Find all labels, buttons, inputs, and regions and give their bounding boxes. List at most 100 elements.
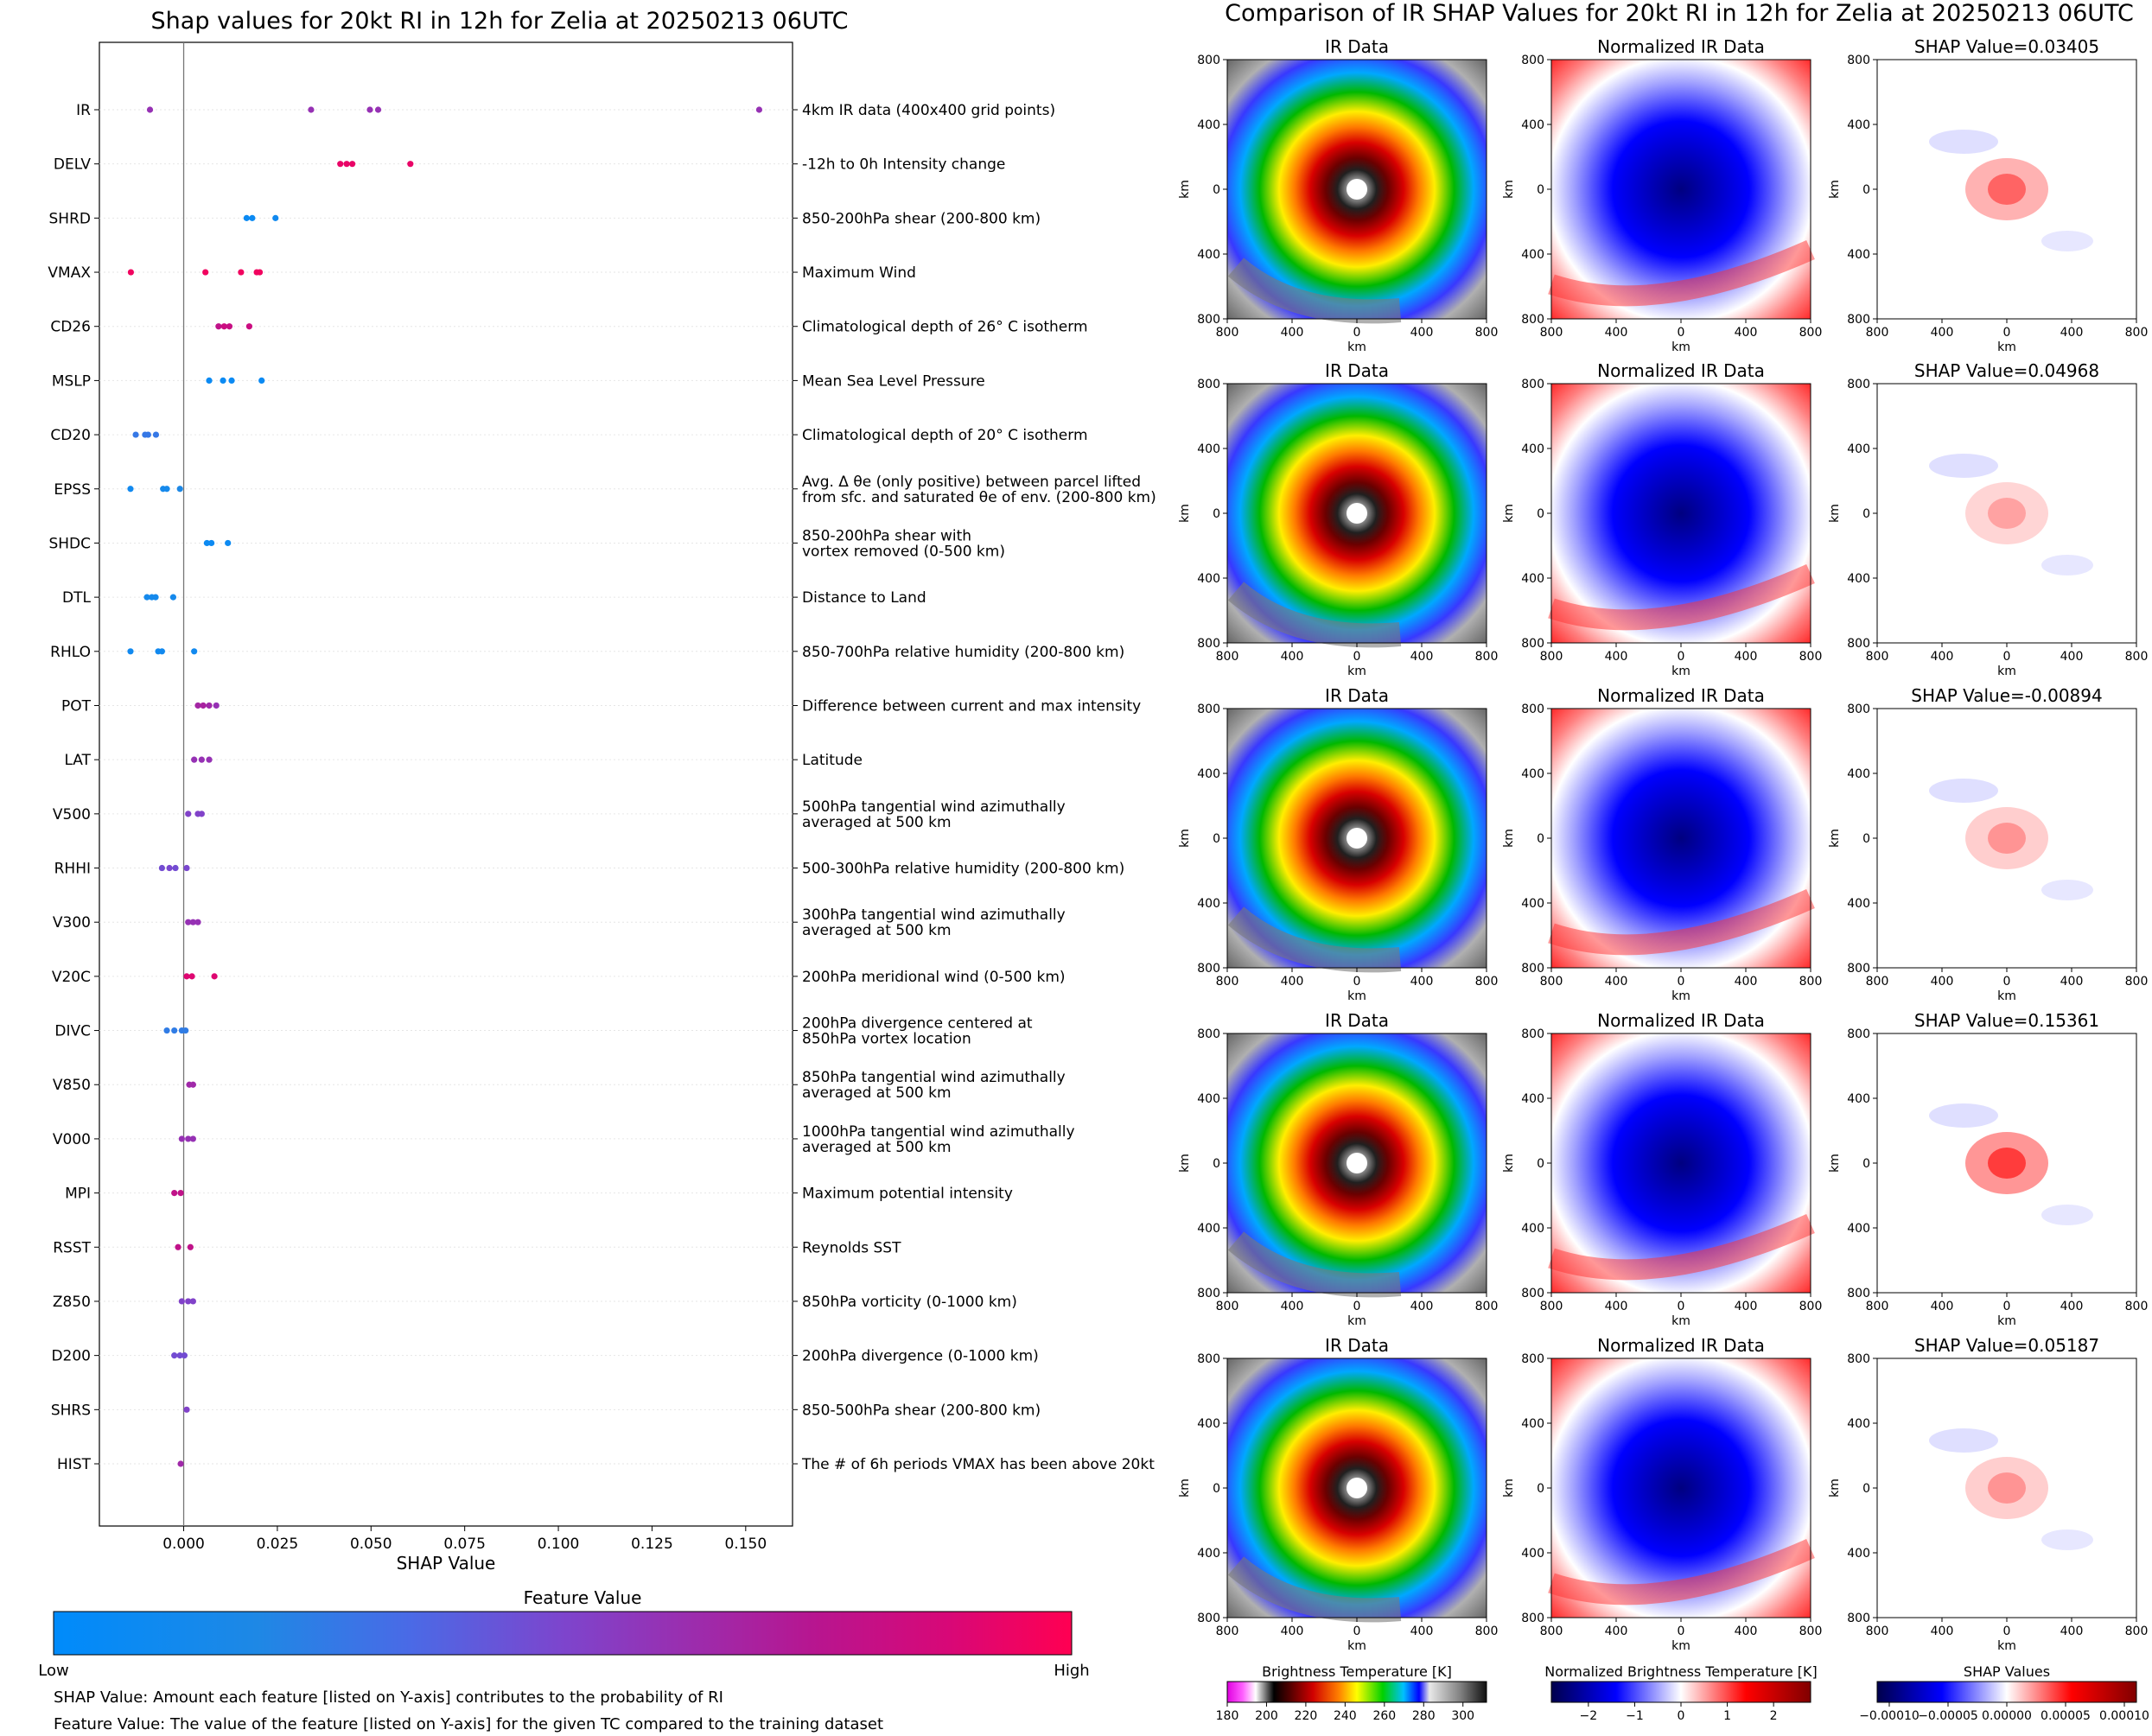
feature-description: 850-700hPa relative humidity (200-800 km…: [802, 644, 1124, 661]
x-axis-label: SHAP Value: [397, 1553, 496, 1574]
x-tick-label: 400: [1931, 975, 1954, 989]
x-tick-label: 400: [1281, 326, 1304, 340]
shap-point: [182, 1027, 189, 1034]
y-tick-label: 800: [1521, 703, 1544, 716]
shap-point: [163, 1027, 170, 1034]
feature-label: SHRD: [49, 210, 91, 227]
y-axis-label: km: [1828, 504, 1842, 523]
shap-point: [206, 756, 213, 763]
colorbar-label: SHAP Values: [1964, 1663, 2050, 1680]
x-tick-label: 800: [1475, 326, 1499, 340]
colorbar-tick-label: 240: [1334, 1709, 1357, 1723]
x-tick-label: 800: [2125, 326, 2149, 340]
x-tick-label: 0: [2003, 975, 2011, 989]
shap-point: [177, 1190, 184, 1197]
x-tick-label: 0.050: [350, 1536, 392, 1553]
x-tick-label: 800: [1475, 975, 1499, 989]
shap-point: [213, 702, 220, 709]
shap-point: [189, 1298, 196, 1305]
x-axis-label: km: [1671, 665, 1690, 678]
feature-label: V000: [53, 1131, 91, 1148]
shap-point: [144, 431, 151, 438]
y-tick-label: 800: [1847, 54, 1870, 67]
legend-colorbar: [53, 1611, 1073, 1656]
x-tick-label: 800: [1799, 650, 1823, 664]
y-axis-label: km: [1502, 504, 1516, 523]
right-chart-title: Comparison of IR SHAP Values for 20kt RI…: [1225, 0, 2134, 27]
y-tick-label: 400: [1847, 1417, 1870, 1431]
x-tick-label: 800: [1475, 650, 1499, 664]
shap-point: [188, 973, 195, 980]
feature-label: POT: [61, 697, 92, 715]
y-tick-label: 400: [1521, 897, 1544, 911]
y-tick-label: 800: [1521, 378, 1544, 391]
x-tick-label: 400: [1605, 975, 1628, 989]
shap-heatmap: [1877, 60, 2136, 319]
x-axis-label: km: [1997, 1639, 2016, 1653]
y-tick-label: 400: [1847, 118, 1870, 132]
y-tick-label: 400: [1521, 442, 1544, 456]
shap-point: [183, 864, 190, 872]
x-tick-label: 800: [1540, 1300, 1563, 1313]
panel-title: SHAP Value=0.05187: [1914, 1335, 2099, 1356]
y-tick-label: 0: [1213, 832, 1220, 846]
colorbar-tick-label: −0.00010: [1859, 1709, 1920, 1723]
feature-description: Distance to Land: [802, 589, 926, 607]
shap-point: [127, 648, 134, 655]
x-tick-label: 400: [1410, 326, 1434, 340]
shap-negative-area: [1929, 1428, 1998, 1453]
colorbar-tick-label: 200: [1255, 1709, 1278, 1723]
y-tick-label: 400: [1847, 1547, 1870, 1561]
feature-label: DELV: [54, 156, 91, 174]
cloud-band: [1227, 582, 1402, 648]
shap-point: [183, 973, 190, 980]
colorbar-tick-label: 280: [1412, 1709, 1436, 1723]
feature-label: V300: [53, 914, 91, 932]
y-axis-label: km: [1178, 504, 1192, 523]
feature-description: Climatological depth of 26° C isotherm: [802, 319, 1088, 336]
y-tick-label: 800: [1197, 54, 1220, 67]
feature-label: IR: [76, 102, 91, 119]
x-tick-label: 400: [2060, 326, 2084, 340]
x-tick-label: 400: [1605, 1300, 1628, 1313]
cloud-band: [1227, 258, 1402, 324]
y-tick-label: 0: [1537, 507, 1544, 521]
colorbar-label: Brightness Temperature [K]: [1262, 1663, 1452, 1680]
feature-description: Maximum potential intensity: [802, 1186, 1013, 1203]
colorbar-tick-label: 0: [1678, 1709, 1685, 1723]
x-tick-label: 400: [1281, 1300, 1304, 1313]
warm-band: [1548, 564, 1815, 631]
shap-point: [183, 1406, 190, 1413]
feature-description: 4km IR data (400x400 grid points): [802, 102, 1055, 119]
x-tick-label: 800: [1799, 1300, 1823, 1313]
panel-title: SHAP Value=0.04968: [1914, 360, 2099, 381]
panel-title: Normalized IR Data: [1597, 36, 1765, 57]
shap-point: [245, 323, 253, 330]
feature-description: 200hPa divergence centered at: [802, 1015, 1033, 1033]
feature-label: V850: [53, 1077, 91, 1094]
x-tick-label: 0: [1353, 1300, 1361, 1313]
y-tick-label: 0: [1213, 183, 1220, 197]
shap-heatmap: [1877, 1358, 2136, 1618]
y-tick-label: 0: [1213, 507, 1220, 521]
panel-title: SHAP Value=-0.00894: [1911, 685, 2102, 706]
shap-hotspot-core: [1988, 174, 2026, 205]
x-tick-label: 0: [2003, 326, 2011, 340]
shap-point: [166, 864, 173, 872]
x-tick-label: 400: [2060, 1625, 2084, 1638]
image-heatmap: [1551, 384, 1811, 643]
y-tick-label: 400: [1847, 248, 1870, 262]
shap-point: [243, 214, 250, 221]
x-tick-label: 0: [1678, 650, 1685, 664]
shap-point: [249, 214, 256, 221]
feature-label: Z850: [53, 1294, 91, 1311]
shap-points: [127, 106, 763, 1467]
shap-point: [228, 377, 235, 384]
feature-label: SHDC: [48, 535, 91, 552]
feature-label: RHHI: [54, 861, 91, 878]
x-tick-label: 800: [1866, 1300, 1889, 1313]
x-tick-label: 400: [1281, 975, 1304, 989]
y-tick-label: 400: [1521, 1547, 1544, 1561]
